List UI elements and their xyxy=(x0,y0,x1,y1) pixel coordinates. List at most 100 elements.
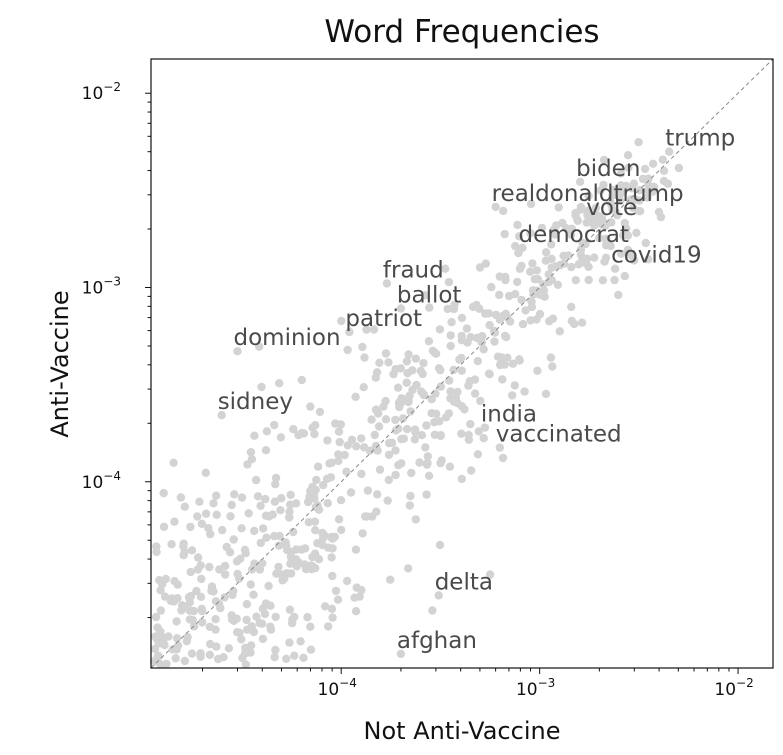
scatter-point xyxy=(201,468,210,477)
scatter-point xyxy=(635,186,644,195)
scatter-point xyxy=(391,470,400,480)
scatter-point xyxy=(371,405,381,414)
scatter-point xyxy=(616,169,626,178)
scatter-point xyxy=(246,580,255,589)
scatter-point xyxy=(334,450,343,459)
scatter-point xyxy=(545,317,554,326)
scatter-point xyxy=(271,480,280,489)
scatter-point xyxy=(541,248,551,257)
scatter-point xyxy=(419,358,428,368)
scatter-point xyxy=(363,486,373,495)
scatter-point xyxy=(351,607,361,616)
word-label-dominion: dominion xyxy=(234,325,341,351)
scatter-point xyxy=(160,592,170,601)
scatter-point xyxy=(232,557,242,566)
scatter-point xyxy=(663,179,673,188)
scatter-point xyxy=(221,570,230,579)
scatter-point xyxy=(526,229,535,238)
scatter-point xyxy=(249,627,258,637)
scatter-point xyxy=(224,644,234,653)
scatter-point xyxy=(179,542,188,551)
scatter-point xyxy=(374,422,384,431)
scatter-point xyxy=(351,392,360,401)
scatter-point xyxy=(460,405,469,414)
scatter-point xyxy=(508,391,517,400)
scatter-point xyxy=(417,431,427,440)
scatter-point xyxy=(285,605,295,614)
scatter-point xyxy=(358,529,367,538)
scatter-point xyxy=(242,600,252,609)
scatter-point xyxy=(185,606,194,615)
scatter-point xyxy=(352,442,361,451)
plot-frame xyxy=(150,58,774,669)
scatter-point xyxy=(180,656,189,666)
scatter-point xyxy=(262,533,271,542)
scatter-point xyxy=(416,366,425,376)
scatter-point xyxy=(357,585,366,595)
scatter-point xyxy=(514,232,524,241)
word-labels: trump bidenrealdonaldtrumpvotedemocratcov… xyxy=(218,126,736,654)
scatter-point xyxy=(384,358,393,367)
scatter-point xyxy=(156,586,165,595)
scatter-point xyxy=(306,645,316,654)
scatter-point xyxy=(453,387,462,397)
word-label-afghan: afghan xyxy=(397,628,477,654)
scatter-point xyxy=(214,654,223,664)
scatter-point xyxy=(296,637,305,646)
scatter-point xyxy=(526,267,535,276)
scatter-point xyxy=(333,595,343,604)
scatter-point xyxy=(479,434,488,443)
scatter-point xyxy=(172,617,181,626)
scatter-point xyxy=(310,494,319,503)
scatter-point xyxy=(635,196,644,205)
scatter-point xyxy=(192,586,201,596)
x-tick-label: 10−2 xyxy=(714,676,753,700)
scatter-point xyxy=(320,602,330,611)
scatter-point xyxy=(404,350,413,359)
scatter-point xyxy=(571,276,580,285)
scatter-point xyxy=(196,651,205,660)
scatter-point xyxy=(153,623,162,632)
scatter-point xyxy=(266,622,275,631)
scatter-point xyxy=(171,654,180,663)
scatter-point xyxy=(640,164,650,174)
scatter-point xyxy=(384,450,394,459)
word-label-democrat: democrat xyxy=(519,222,629,248)
scatter-point xyxy=(315,407,325,417)
scatter-point xyxy=(308,423,317,432)
scatter-point xyxy=(449,397,459,406)
scatter-point xyxy=(299,429,309,438)
scatter-point xyxy=(495,290,504,300)
scatter-point xyxy=(358,342,367,352)
scatter-point xyxy=(373,490,382,499)
scatter-point xyxy=(381,349,391,358)
scatter-point xyxy=(446,331,455,340)
scatter-point xyxy=(499,206,508,216)
scatter-point xyxy=(275,379,284,388)
scatter-point xyxy=(289,425,298,434)
word-label-covid19: covid19 xyxy=(611,243,702,269)
scatter-point xyxy=(233,628,242,637)
scatter-point xyxy=(398,414,408,423)
scatter-point xyxy=(229,535,238,544)
scatter-point xyxy=(529,290,538,299)
scatter-point xyxy=(406,491,415,501)
scatter-point xyxy=(237,635,246,644)
scatter-point xyxy=(242,615,251,625)
scatter-point xyxy=(449,304,459,314)
scatter-point xyxy=(227,500,236,510)
scatter-point xyxy=(257,382,266,392)
word-point-democrat xyxy=(518,243,527,252)
scatter-point xyxy=(384,475,393,485)
scatter-point xyxy=(195,497,204,506)
scatter-point xyxy=(261,494,270,504)
scatter-point xyxy=(173,580,182,589)
scatter-point xyxy=(623,245,633,255)
scatter-point xyxy=(583,206,592,216)
scatter-point xyxy=(474,427,483,436)
scatter-point xyxy=(154,651,163,660)
scatter-point xyxy=(324,622,333,631)
scatter-point xyxy=(504,291,514,301)
scatter-point xyxy=(277,570,286,579)
word-point-dominion xyxy=(233,347,242,356)
